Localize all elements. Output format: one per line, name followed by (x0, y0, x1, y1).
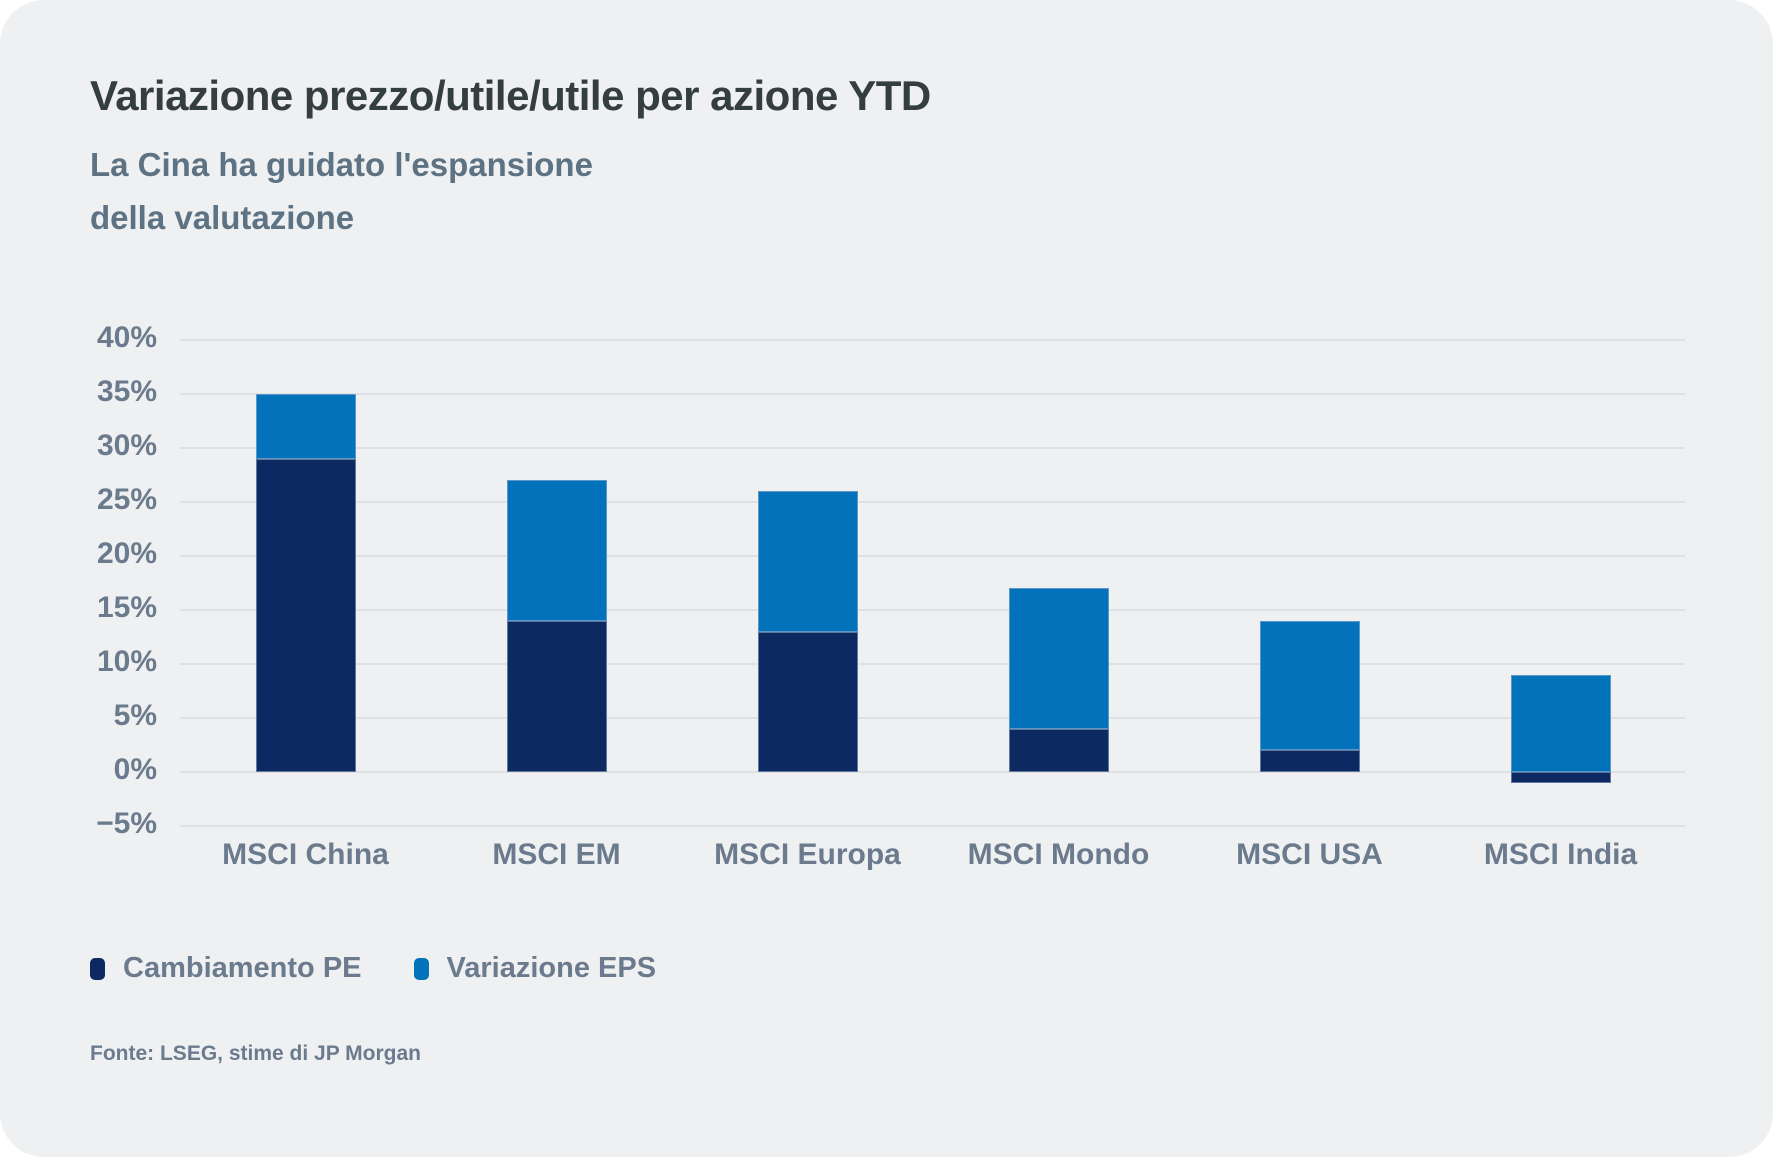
y-tick-label-40: 40% (96, 321, 157, 354)
category-label-msci-india: MSCI India (1483, 838, 1638, 871)
y-tick-label-5: 5% (113, 699, 157, 732)
bar-segment-msci-mondo-variazione-eps (1008, 588, 1109, 729)
y-tick-label-25: 25% (96, 483, 157, 516)
chart-subtitle-line1: La Cina ha guidato l'espansione (90, 146, 593, 183)
legend-item-eps: Variazione EPS (413, 952, 657, 985)
legend-label-pe: Cambiamento PE (123, 952, 362, 984)
pe-swatch-icon (90, 957, 105, 980)
category-label-msci-europa: MSCI Europa (714, 838, 901, 871)
bar-segment-msci-em-variazione-eps (506, 480, 607, 621)
category-label-msci-china: MSCI China (222, 838, 389, 871)
gridline-35 (180, 393, 1685, 395)
bar-segment-msci-usa-variazione-eps (1259, 620, 1360, 751)
chart-subtitle-line2: della valutazione (90, 199, 355, 236)
category-label-msci-usa: MSCI USA (1236, 838, 1383, 871)
gridline-20 (180, 555, 1685, 557)
bar-segment-msci-india-cambiamento-pe (1510, 772, 1611, 783)
gridline-0 (180, 771, 1685, 773)
gridline--5 (180, 825, 1685, 827)
bar-segment-msci-india-variazione-eps (1510, 674, 1611, 772)
chart-title: Variazione prezzo/utile/utile per azione… (90, 72, 931, 119)
y-tick-label--5: −5% (96, 807, 157, 840)
y-tick-label-20: 20% (96, 537, 157, 570)
bar-segment-msci-em-cambiamento-pe (506, 620, 607, 772)
bar-segment-msci-europa-cambiamento-pe (757, 631, 858, 772)
gridline-10 (180, 663, 1685, 665)
eps-swatch-icon (413, 957, 429, 980)
gridline-40 (180, 339, 1685, 341)
legend: Cambiamento PE Variazione EPS (90, 952, 656, 985)
gridline-5 (180, 717, 1685, 719)
bar-segment-msci-china-cambiamento-pe (255, 458, 356, 772)
source-note: Fonte: LSEG, stime di JP Morgan (90, 1042, 421, 1065)
legend-item-pe: Cambiamento PE (90, 952, 362, 985)
category-label-msci-mondo: MSCI Mondo (967, 838, 1150, 871)
bar-segment-msci-usa-cambiamento-pe (1259, 750, 1360, 772)
gridline-25 (180, 501, 1685, 503)
bar-segment-msci-china-variazione-eps (255, 394, 356, 459)
y-tick-label-15: 15% (96, 591, 157, 624)
gridline-30 (180, 447, 1685, 449)
bar-segment-msci-mondo-cambiamento-pe (1008, 728, 1109, 772)
y-tick-label-0: 0% (113, 753, 157, 786)
legend-label-eps: Variazione EPS (446, 952, 657, 984)
bar-segment-msci-europa-variazione-eps (757, 491, 858, 632)
category-label-msci-em: MSCI EM (492, 838, 621, 871)
y-tick-label-30: 30% (96, 429, 157, 462)
gridline-15 (180, 609, 1685, 611)
chart-subtitle: La Cina ha guidato l'espansione della va… (90, 138, 593, 244)
y-tick-label-35: 35% (96, 375, 157, 408)
y-tick-label-10: 10% (96, 645, 157, 678)
